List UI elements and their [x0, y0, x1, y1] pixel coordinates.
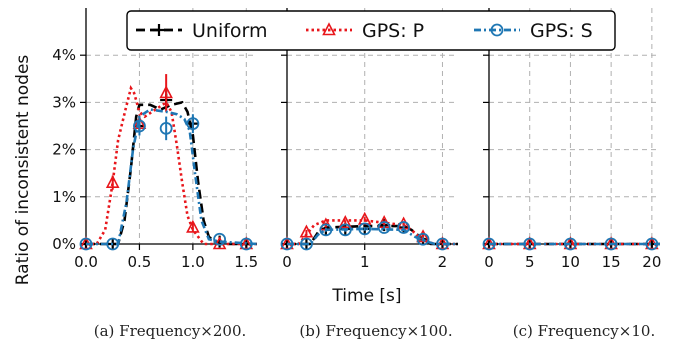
legend-marker — [322, 22, 336, 36]
y-tick-label: 0% — [52, 235, 76, 253]
y-tick-label: 1% — [52, 188, 76, 206]
data-point — [280, 237, 294, 251]
data-point — [416, 232, 430, 246]
data-point — [186, 219, 200, 233]
x-tick-label: 1 — [360, 253, 370, 271]
x-axis-label: Time [s] — [331, 286, 401, 306]
caption-c: (c) Frequency×10. — [512, 322, 656, 340]
legend-marker — [153, 24, 165, 36]
data-point — [436, 237, 449, 251]
x-tick-label: 0.5 — [128, 253, 152, 271]
series-line — [86, 100, 257, 246]
series-gps-s — [482, 237, 660, 251]
y-tick-label: 2% — [52, 141, 76, 159]
data-point — [239, 236, 254, 250]
series-line — [287, 227, 458, 246]
data-point — [377, 221, 391, 234]
data-point — [482, 237, 496, 251]
legend: Uniform GPS: P GPS: S — [126, 10, 616, 51]
y-tick-label: 4% — [52, 46, 76, 64]
data-point — [299, 224, 314, 238]
panel-b: 0 1 2 — [280, 8, 458, 271]
data-point — [300, 237, 313, 251]
series-line — [86, 108, 258, 246]
data-point — [133, 119, 146, 133]
data-point — [338, 215, 353, 229]
series-gps-s — [280, 221, 458, 251]
data-point — [523, 237, 537, 251]
data-point — [645, 237, 659, 251]
series-uniform — [80, 90, 257, 250]
data-point — [186, 117, 200, 131]
series-gps-s — [79, 108, 258, 251]
x-tick-label: 20 — [642, 253, 661, 271]
x-tick-label: 1.5 — [234, 253, 258, 271]
x-tick-label: 0 — [484, 253, 494, 271]
data-point — [319, 223, 333, 237]
caption-b: (b) Frequency×100. — [299, 322, 453, 340]
series-line — [287, 219, 458, 246]
caption-a: (a) Frequency×200. — [93, 322, 247, 340]
data-point — [522, 236, 537, 250]
x-tick-label: 2 — [438, 253, 448, 271]
legend-label: GPS: P — [362, 20, 424, 42]
data-point — [397, 221, 410, 234]
data-point — [338, 223, 352, 237]
data-point — [159, 85, 173, 99]
legend-marker — [490, 23, 504, 37]
legend-entry: Uniform — [136, 20, 268, 42]
series-line — [86, 85, 257, 246]
x-tick-label: 0 — [282, 253, 292, 271]
data-point — [159, 121, 173, 135]
legend-entry: GPS: S — [474, 20, 593, 42]
data-point — [416, 229, 430, 243]
data-point — [106, 237, 120, 251]
x-tick-label: 10 — [561, 253, 580, 271]
data-point — [604, 237, 618, 251]
x-tick-label: 1.0 — [181, 253, 205, 271]
data-point — [213, 232, 226, 246]
legend-label: Uniform — [192, 20, 268, 42]
x-tick-label: 5 — [525, 253, 535, 271]
x-tick-label: 0.0 — [74, 253, 98, 271]
data-point — [105, 174, 120, 188]
data-point — [239, 237, 253, 251]
data-point — [79, 237, 93, 251]
y-tick-label: 3% — [52, 93, 76, 111]
legend-box — [126, 10, 616, 51]
x-tick-label: 15 — [602, 253, 621, 271]
data-point — [564, 237, 577, 251]
legend-label: GPS: S — [530, 20, 593, 42]
panel-a: 0.0 0.5 1.0 1.5 0% 1% 2% 3% 4% — [52, 8, 258, 271]
data-point — [358, 222, 372, 236]
y-axis-label: Ratio of inconsistent nodes — [13, 55, 33, 286]
legend-entry: GPS: P — [306, 20, 424, 42]
